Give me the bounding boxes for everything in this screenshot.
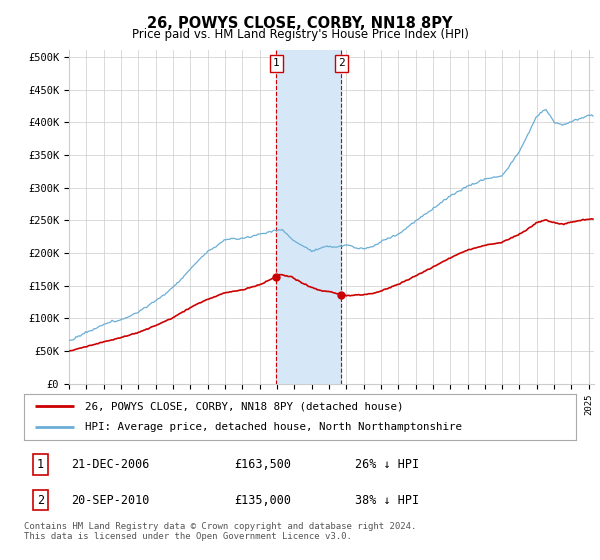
Text: 21-DEC-2006: 21-DEC-2006 [71,458,149,471]
Bar [277,50,341,384]
Text: 38% ↓ HPI: 38% ↓ HPI [355,493,419,507]
Text: 1: 1 [37,458,44,471]
Text: £135,000: £135,000 [234,493,291,507]
Text: Contains HM Land Registry data © Crown copyright and database right 2024.
This d: Contains HM Land Registry data © Crown c… [24,522,416,542]
Text: 2: 2 [37,493,44,507]
Text: 20-SEP-2010: 20-SEP-2010 [71,493,149,507]
Text: 26, POWYS CLOSE, CORBY, NN18 8PY (detached house): 26, POWYS CLOSE, CORBY, NN18 8PY (detach… [85,401,403,411]
Text: 2: 2 [338,58,345,68]
Text: 26, POWYS CLOSE, CORBY, NN18 8PY: 26, POWYS CLOSE, CORBY, NN18 8PY [147,16,453,31]
Text: £163,500: £163,500 [234,458,291,471]
Text: 1: 1 [273,58,280,68]
Text: Price paid vs. HM Land Registry's House Price Index (HPI): Price paid vs. HM Land Registry's House … [131,28,469,41]
Text: HPI: Average price, detached house, North Northamptonshire: HPI: Average price, detached house, Nort… [85,422,462,432]
Text: 26% ↓ HPI: 26% ↓ HPI [355,458,419,471]
